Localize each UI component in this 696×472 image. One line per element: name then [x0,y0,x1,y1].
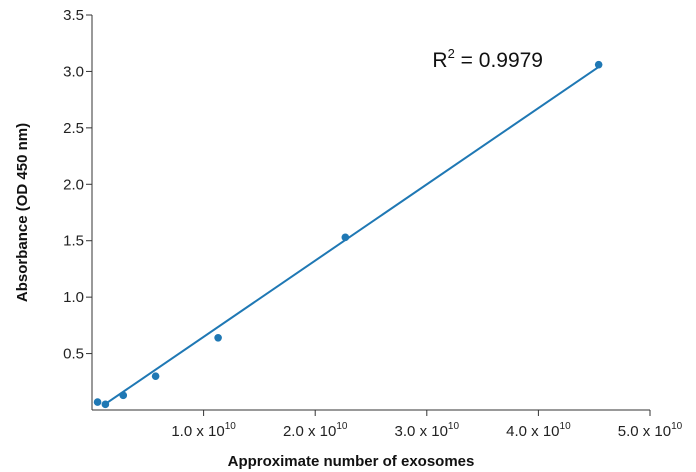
axes [91,15,650,411]
y-axis-title: Absorbance (OD 450 nm) [14,123,31,302]
data-point [151,372,160,380]
y-tick-label: 2.0 [63,176,84,193]
data-point [214,333,222,342]
data-point [101,400,110,409]
y-tick-label: 3.5 [63,7,84,24]
x-tick-label: 4.0 x 1010 [506,421,571,440]
data-point [341,233,350,242]
r-squared-value: = 0.9979 [455,49,543,72]
r-squared-exponent: 2 [448,46,455,61]
x-tick-label: 5.0 x 1010 [618,421,683,440]
data-point [93,398,102,406]
y-tick-label: 0.5 [63,346,84,363]
y-tick-label: 2.5 [63,120,84,137]
x-axis-ticks: 1.0 x 1010 2.0 x 1010 3.0 x 1010 4.0 x 1010… [171,410,683,440]
y-tick-label: 3.0 [63,63,84,80]
data-point [119,391,128,400]
x-tick-label: 2.0 x 1010 [283,421,348,440]
x-axis-title: Approximate number of exosomes [228,453,475,470]
r-squared-annotation: R2 = 0.9979 [432,46,543,72]
y-axis-ticks: 0.5 1.0 1.5 2.0 2.5 3.0 3.5 [63,7,92,363]
y-tick-label: 1.0 [63,289,84,306]
r-squared-base: R [432,49,447,72]
x-tick-label: 3.0 x 1010 [395,421,460,440]
data-points [93,60,603,409]
regression-line [102,66,600,407]
data-point [594,60,603,69]
x-tick-label: 1.0 x 1010 [171,421,236,440]
y-tick-label: 1.5 [63,233,84,250]
